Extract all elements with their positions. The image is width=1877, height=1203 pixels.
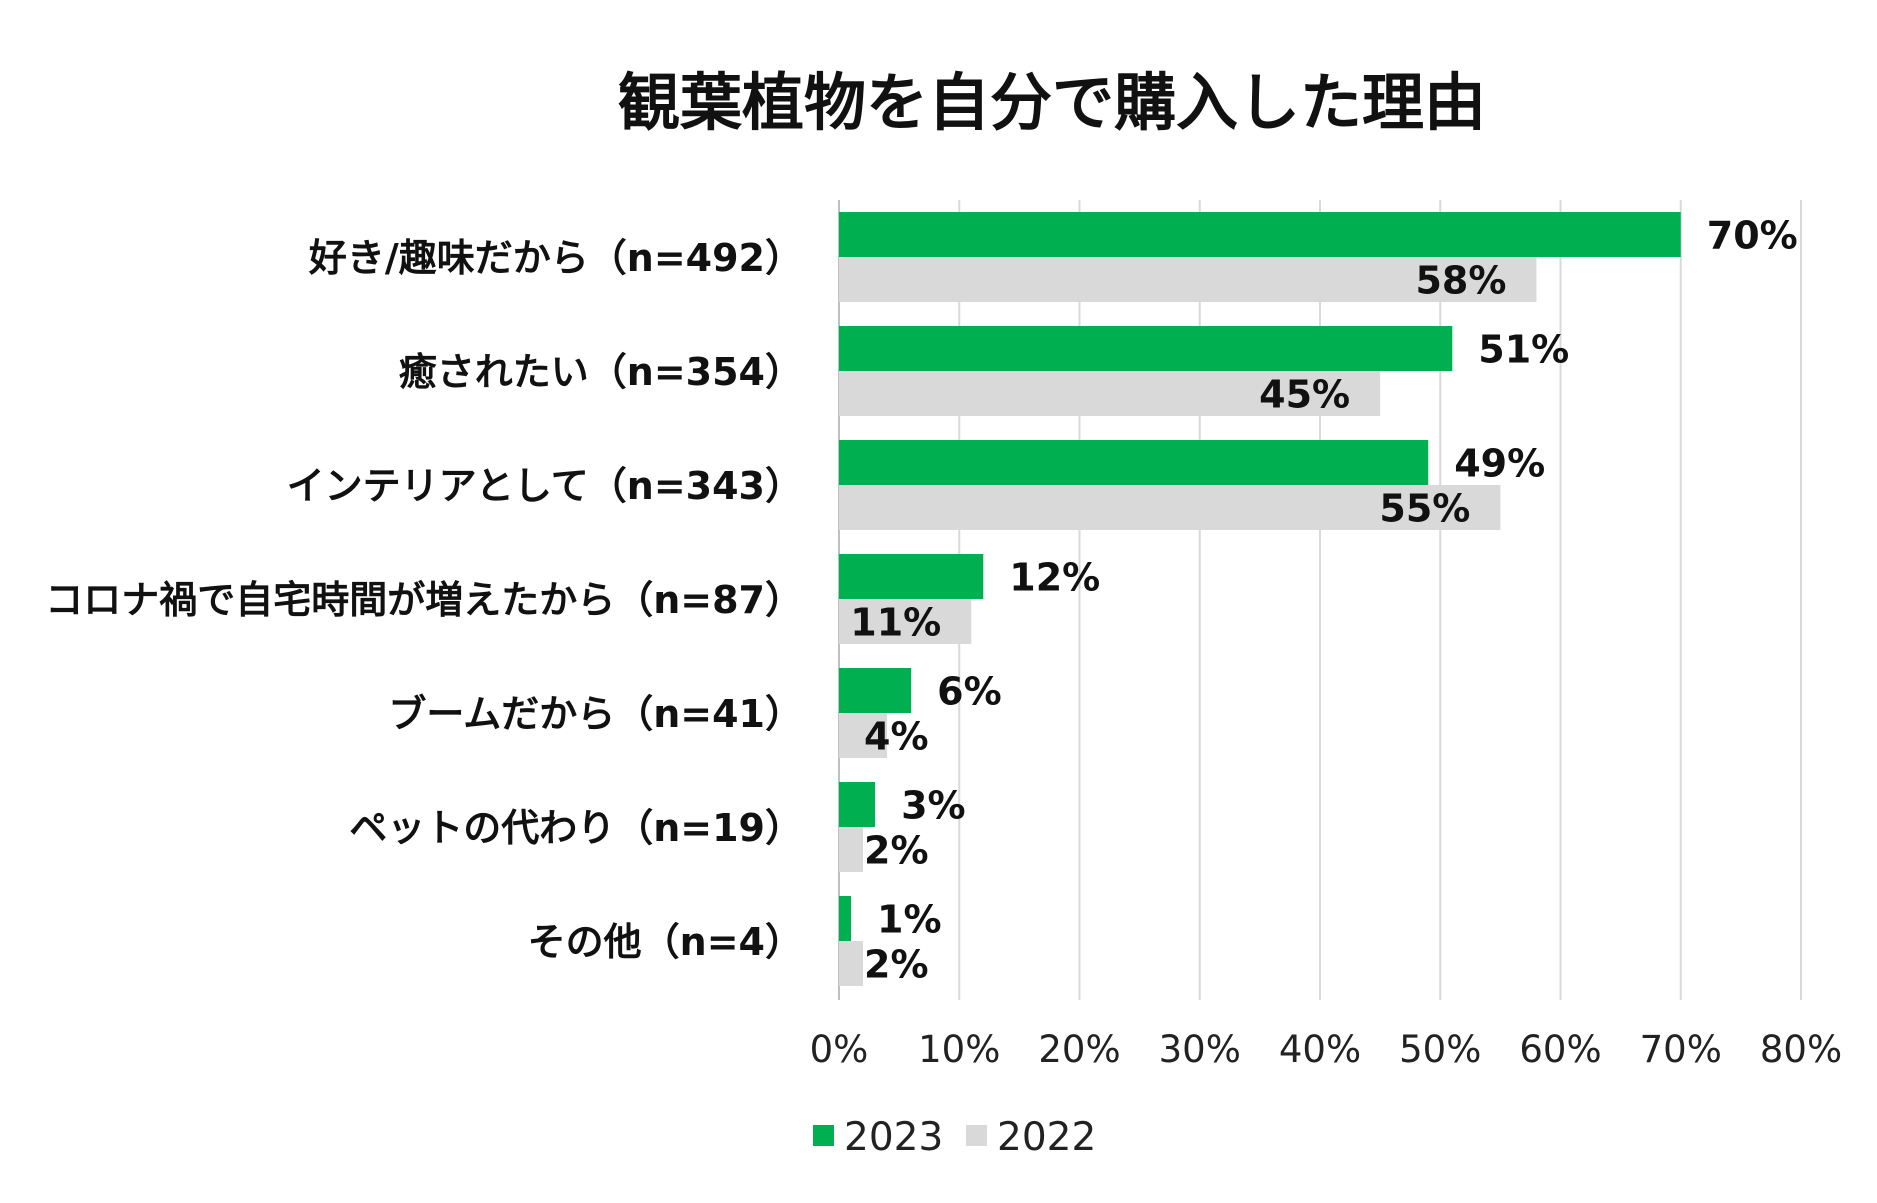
category-label: ブームだから（n=41）: [388, 692, 803, 736]
legend-swatch-2023: [813, 1125, 834, 1146]
data-label-2023: 3%: [901, 784, 966, 828]
bar-2022: [839, 257, 1537, 302]
data-label-2022: 2%: [864, 829, 929, 873]
bar-2023: [839, 896, 852, 941]
data-label-2022: 55%: [1379, 487, 1470, 531]
x-axis-ticks: 0% 10% 20% 30% 40% 50% 60% 70% 80%: [810, 1028, 1842, 1071]
legend-label-2022: 2022: [997, 1115, 1096, 1160]
x-tick-label: 0%: [810, 1028, 869, 1071]
data-label-2023: 1%: [877, 898, 942, 942]
bar-2023: [839, 554, 984, 599]
category-label: コロナ禍で自宅時間が増えたから（n=87）: [45, 578, 803, 622]
data-labels: 70%58%51%45%49%55%12%11%6%4%3%2%1%2%: [850, 214, 1797, 987]
category-label: インテリアとして（n=343）: [287, 464, 803, 508]
data-label-2022: 11%: [850, 601, 941, 645]
bar-2023: [839, 440, 1429, 485]
category-label: その他（n=4）: [528, 920, 803, 964]
legend-label-2023: 2023: [844, 1115, 943, 1160]
bar-2023: [839, 782, 876, 827]
x-tick-label: 80%: [1760, 1028, 1842, 1071]
category-label: 好き/趣味だから（n=492）: [308, 236, 803, 280]
chart-title: 観葉植物を自分で購入した理由: [618, 66, 1486, 139]
x-tick-label: 60%: [1519, 1028, 1601, 1071]
data-label-2023: 70%: [1707, 214, 1798, 258]
data-label-2022: 58%: [1415, 259, 1506, 303]
bar-2023: [839, 668, 912, 713]
data-label-2023: 6%: [937, 670, 1002, 714]
x-tick-label: 10%: [918, 1028, 1000, 1071]
x-tick-label: 40%: [1279, 1028, 1361, 1071]
bar-2022: [839, 371, 1381, 416]
data-label-2023: 12%: [1009, 556, 1100, 600]
x-tick-label: 20%: [1038, 1028, 1120, 1071]
data-label-2022: 2%: [864, 943, 929, 987]
bar-2022: [839, 713, 888, 758]
bar-2023: [839, 326, 1453, 371]
x-tick-label: 30%: [1159, 1028, 1241, 1071]
bar-2023: [839, 212, 1681, 257]
data-label-2022: 4%: [864, 715, 929, 759]
bar-2022: [839, 941, 864, 986]
data-label-2023: 49%: [1454, 442, 1545, 486]
bars: [839, 212, 1681, 986]
category-label: ペットの代わり（n=19）: [349, 806, 803, 850]
bar-2022: [839, 827, 864, 872]
grid-lines: [838, 200, 1802, 1000]
bar-2022: [839, 599, 972, 644]
category-labels: 好き/趣味だから（n=492） 癒されたい（n=354） インテリアとして（n=34…: [45, 236, 803, 964]
bar-2022: [839, 485, 1501, 530]
data-label-2023: 51%: [1478, 328, 1569, 372]
legend-swatch-2022: [966, 1125, 987, 1146]
x-tick-label: 70%: [1640, 1028, 1722, 1071]
x-tick-label: 50%: [1399, 1028, 1481, 1071]
legend: 2023 2022: [813, 1115, 1096, 1160]
category-label: 癒されたい（n=354）: [399, 350, 803, 394]
data-label-2022: 45%: [1259, 373, 1350, 417]
